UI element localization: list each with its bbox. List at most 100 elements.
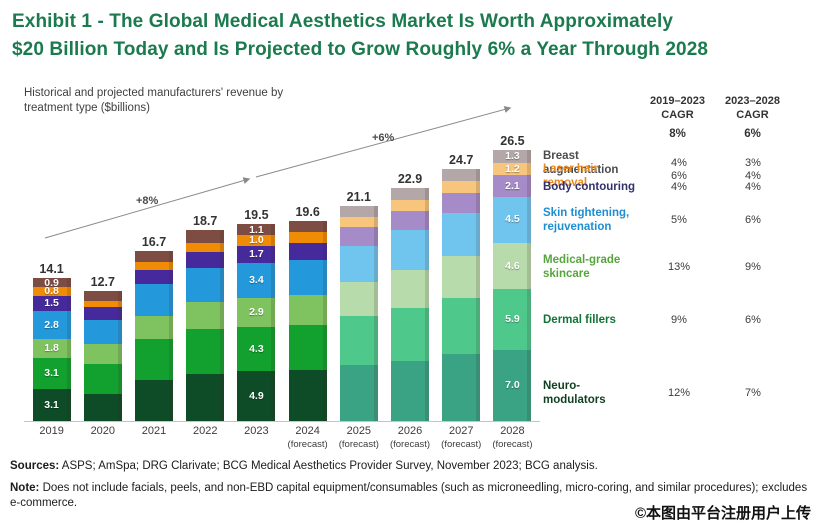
note-label: Note: <box>10 482 40 494</box>
bar-segment <box>186 251 225 269</box>
bar-column-2021: 16.7 <box>128 235 179 422</box>
x-axis-label-2021: 2021 <box>128 425 179 451</box>
legend-label: Dermal fillers <box>543 313 642 327</box>
bar-stack-2028: 1.3 1.2 2.1 4.5 4.6 5.9 7.0 <box>493 149 532 422</box>
bar-column-2022: 18.7 <box>180 214 231 421</box>
legend-cagr-2019-2023: 13% <box>667 261 691 273</box>
growth-label-forecast: +6% <box>372 132 395 144</box>
bar-segment <box>442 181 481 193</box>
bar-segment: 4.6 <box>493 242 532 290</box>
bar-total-label: 14.1 <box>39 262 64 277</box>
bar-segment <box>135 315 173 340</box>
bar-segment: 3.4 <box>237 262 276 298</box>
note-line: Note: Does not include facials, peels, a… <box>10 481 810 510</box>
x-axis-year: 2020 <box>90 425 116 437</box>
bar-segment <box>339 227 378 246</box>
bars-row: 14.1 0.9 0.8 1.5 2.8 1.8 3.1 3.1 12.7 16.7 18.7 19.… <box>26 88 538 422</box>
legend-label-line: Body contouring <box>543 181 635 193</box>
bar-segment: 2.1 <box>493 175 532 197</box>
bar-segment <box>391 187 430 200</box>
bar-stack-2019: 0.9 0.8 1.5 2.8 1.8 3.1 3.1 <box>32 277 71 421</box>
legend-label: Neuro-modulators <box>543 379 642 407</box>
bar-segment <box>135 250 173 262</box>
bar-segment <box>339 315 378 365</box>
bar-segment: 5.9 <box>493 289 532 350</box>
bar-segment: 1.1 <box>237 224 276 236</box>
legend-cagr-2023-2028: 9% <box>745 261 761 273</box>
cagr-header-col1: 2019–2023 CAGR <box>640 95 715 122</box>
bar-column-2023: 19.5 1.1 1.0 1.7 3.4 2.9 4.3 4.9 <box>231 208 282 421</box>
bar-segment: 1.8 <box>32 339 71 358</box>
bar-column-2025: 21.1 <box>333 189 384 422</box>
bar-column-2024: 19.6 <box>282 205 333 421</box>
x-axis-year: 2023 <box>244 425 269 437</box>
bar-segment <box>339 364 378 421</box>
legend-cagr-2019-2023: 9% <box>671 314 687 326</box>
legend-row: Dermal fillers 9% 6% <box>543 313 793 327</box>
legend-row: Medical-grade skincare 13% 9% <box>543 253 793 281</box>
legend-cagr-2023-2028: 6% <box>745 214 761 226</box>
legend-cagr-2019-2023: 6% <box>671 170 687 182</box>
bar-segment: 4.3 <box>237 327 276 371</box>
legend-row: Laser hair removal 6% 4% <box>543 162 793 190</box>
x-axis-year: 2026 <box>397 425 423 437</box>
legend-cagr-2023-2028: 3% <box>745 157 761 169</box>
x-axis-forecast-note: (forecast) <box>441 439 482 450</box>
bar-segment <box>186 329 225 375</box>
bar-total-label: 18.7 <box>193 214 218 229</box>
bar-segment <box>442 353 481 421</box>
legend-label-line: rejuvenation <box>543 221 612 233</box>
bar-segment: 1.7 <box>237 245 276 263</box>
bar-segment <box>135 284 173 316</box>
note-text: Does not include facials, peels, and non… <box>10 482 808 509</box>
x-axis-label-2028: 2028 (forecast) <box>487 425 538 451</box>
bar-segment <box>339 216 378 228</box>
x-axis-forecast-note: (forecast) <box>287 439 328 450</box>
legend-row: Breast augmentation 4% 3% <box>543 149 793 177</box>
bar-segment <box>391 360 430 421</box>
legend-label-line: Neuro-modulators <box>543 380 606 406</box>
bar-segment <box>288 232 327 243</box>
bar-segment <box>391 210 430 231</box>
bar-total-label: 12.7 <box>90 275 115 290</box>
x-axis-year: 2025 <box>346 425 372 437</box>
x-axis-label-2025: 2025 (forecast) <box>333 425 384 451</box>
bar-segment <box>83 306 122 321</box>
x-axis-label-2019: 2019 <box>26 425 77 451</box>
legend-cagr-2023-2028: 6% <box>745 314 761 326</box>
bar-segment <box>442 297 481 354</box>
bar-segment <box>186 242 225 252</box>
bar-total-label: 19.6 <box>295 205 320 220</box>
bar-segment <box>288 294 327 326</box>
legend-label-line: Breast augmentation <box>543 150 619 176</box>
legend-label-line: skincare <box>543 268 590 280</box>
bar-segment: 1.3 <box>493 149 532 164</box>
x-axis-forecast-note: (forecast) <box>492 439 533 450</box>
bar-segment <box>442 255 481 298</box>
x-axis-forecast-note: (forecast) <box>389 439 431 450</box>
bar-stack-2020 <box>83 291 122 421</box>
bar-segment <box>288 242 327 260</box>
exhibit-title-line1: Exhibit 1 - The Global Medical Aesthetic… <box>12 11 673 32</box>
bar-segment <box>83 300 122 307</box>
bar-stack-2022 <box>186 230 225 421</box>
bar-total-label: 21.1 <box>346 189 371 204</box>
bar-segment <box>391 270 430 308</box>
bar-segment: 0.9 <box>32 277 71 288</box>
x-axis-label-2027: 2027 (forecast) <box>436 425 487 451</box>
bar-segment <box>391 199 430 211</box>
bar-segment <box>442 192 481 214</box>
bar-segment <box>83 320 122 344</box>
bar-segment <box>391 307 430 361</box>
bar-segment <box>186 230 225 243</box>
bar-segment <box>442 213 481 256</box>
bar-segment <box>339 282 378 316</box>
bar-segment <box>135 339 173 381</box>
chart-subtitle: Historical and projected manufacturers' … <box>24 86 283 116</box>
bar-segment <box>442 169 481 182</box>
bar-column-2028: 26.5 1.3 1.2 2.1 4.5 4.6 5.9 7.0 <box>487 133 538 422</box>
bar-total-label: 26.5 <box>500 133 525 148</box>
x-axis-line <box>24 421 540 422</box>
bar-segment: 3.1 <box>32 357 71 390</box>
sources-text: ASPS; AmSpa; DRG Clarivate; BCG Medical … <box>59 460 598 472</box>
